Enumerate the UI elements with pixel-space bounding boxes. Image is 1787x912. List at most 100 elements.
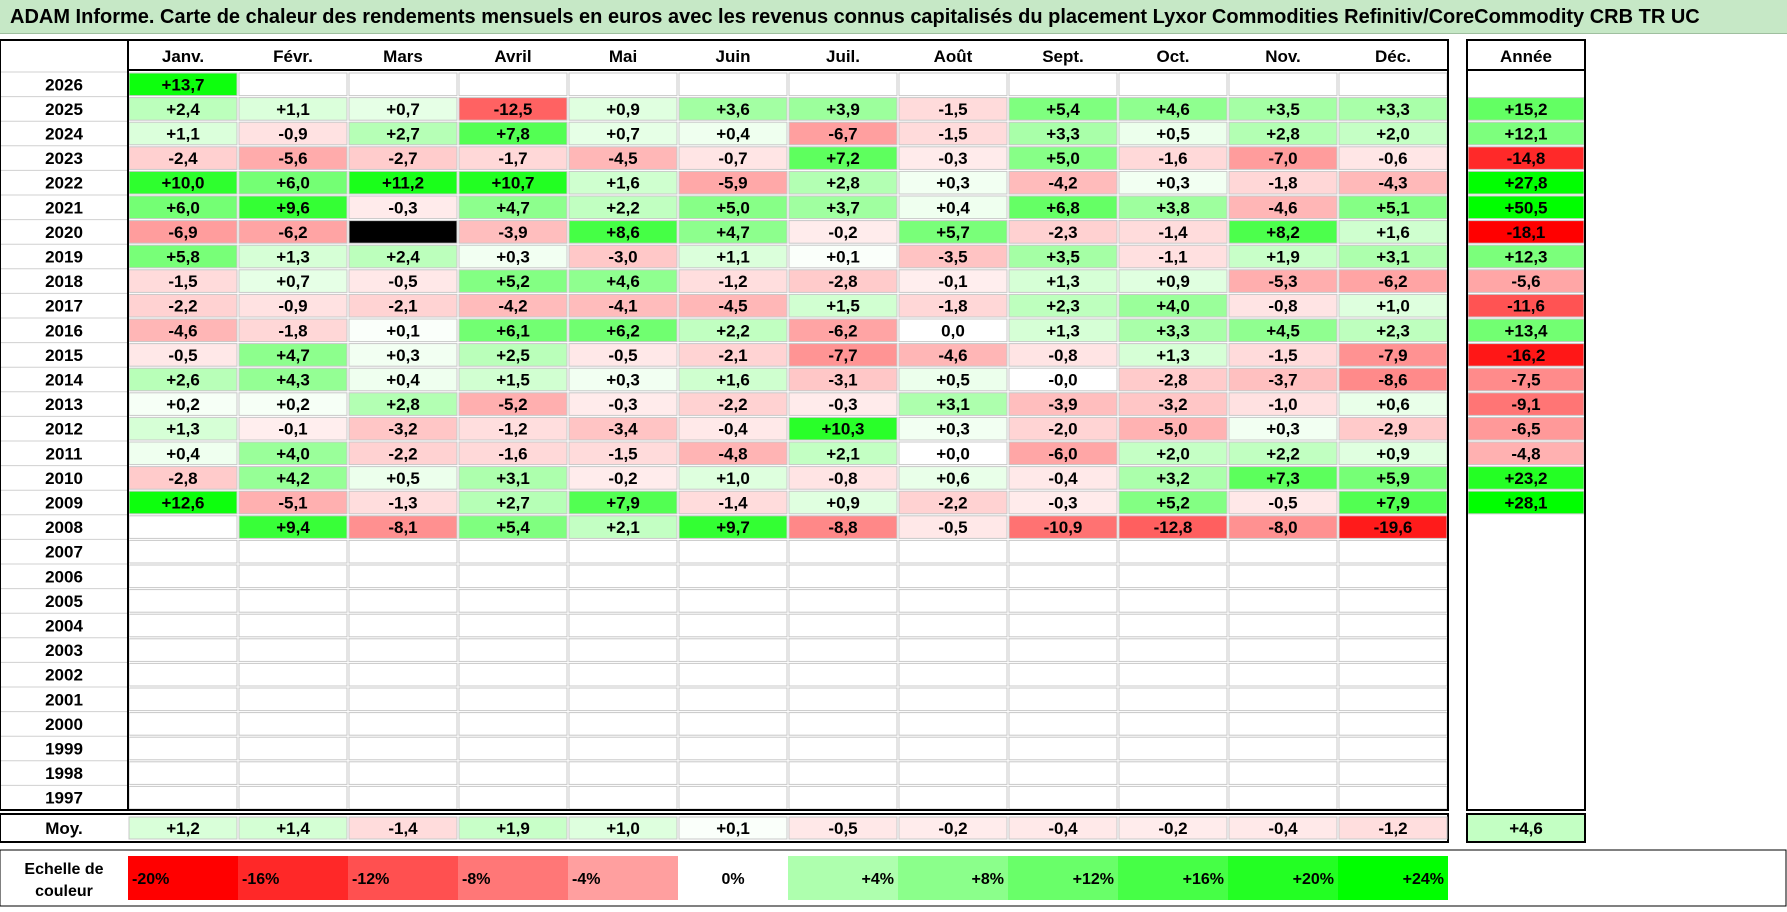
annual-value: -7,5 bbox=[1511, 371, 1540, 390]
cell-value: +9,4 bbox=[276, 518, 310, 537]
heatmap-cell bbox=[568, 392, 678, 416]
average-value: -0,5 bbox=[828, 819, 857, 838]
cell-value: -3,0 bbox=[608, 248, 637, 267]
cell-value: -1,5 bbox=[938, 100, 967, 119]
cell-value: +4,0 bbox=[276, 444, 310, 463]
heatmap-cell bbox=[1008, 638, 1118, 662]
heatmap-cell bbox=[898, 687, 1008, 712]
cell-value: +2,2 bbox=[716, 321, 750, 340]
heatmap-cell bbox=[458, 785, 568, 810]
cell-value: -4,5 bbox=[718, 297, 747, 316]
cell-value: -2,2 bbox=[168, 297, 197, 316]
heatmap-cell bbox=[898, 269, 1008, 293]
heatmap-cell bbox=[1118, 343, 1228, 367]
cell-value: -0,5 bbox=[608, 346, 637, 365]
cell-value: +4,5 bbox=[1266, 321, 1300, 340]
month-header: Sept. bbox=[1042, 47, 1084, 66]
heatmap-cell bbox=[128, 761, 238, 785]
annual-value: +50,5 bbox=[1504, 198, 1547, 217]
cell-value: -5,6 bbox=[278, 149, 307, 168]
grid-frame bbox=[0, 39, 1449, 811]
heatmap-cell bbox=[458, 97, 568, 121]
heatmap-cell bbox=[348, 589, 458, 613]
heatmap-cell bbox=[238, 170, 348, 195]
year-label: 2024 bbox=[45, 125, 83, 144]
cell-value: +0,5 bbox=[1156, 125, 1190, 144]
cell-value: -0,5 bbox=[938, 518, 967, 537]
heatmap-cell bbox=[568, 712, 678, 736]
heatmap-cell bbox=[568, 72, 678, 97]
heatmap-cell bbox=[788, 687, 898, 712]
cell-value: +8,6 bbox=[606, 223, 640, 242]
heatmap-cell bbox=[788, 318, 898, 343]
cell-value: +9,6 bbox=[276, 198, 310, 217]
year-label: 1997 bbox=[45, 789, 83, 808]
month-header: Juil. bbox=[826, 47, 860, 66]
heatmap-cell bbox=[1008, 367, 1118, 392]
year-label: 2015 bbox=[45, 346, 83, 365]
heatmap-cell bbox=[458, 613, 568, 638]
heatmap-cell bbox=[1118, 121, 1228, 146]
heatmap-cell bbox=[1118, 515, 1228, 539]
cell-value: +2,2 bbox=[1266, 444, 1300, 463]
cell-value: +3,3 bbox=[1376, 100, 1410, 119]
heatmap-cell bbox=[898, 761, 1008, 785]
heatmap-cell bbox=[1228, 416, 1338, 441]
cell-value: +10,3 bbox=[821, 420, 864, 439]
heatmap-cell bbox=[1228, 293, 1338, 318]
heatmap-cell bbox=[458, 269, 568, 293]
heatmap-cell bbox=[238, 343, 348, 367]
average-annual-value: +4,6 bbox=[1509, 819, 1543, 838]
heatmap-cell bbox=[128, 687, 238, 712]
cell-value: -0,4 bbox=[718, 420, 748, 439]
heatmap-cell bbox=[1118, 170, 1228, 195]
heatmap-cell bbox=[1008, 785, 1118, 810]
average-cell bbox=[238, 816, 348, 840]
heatmap-cell bbox=[128, 515, 238, 539]
cell-value: -1,6 bbox=[498, 444, 527, 463]
heatmap-cell bbox=[238, 293, 348, 318]
heatmap-cell bbox=[238, 244, 348, 269]
average-cell bbox=[1008, 816, 1118, 840]
cell-value: +10,7 bbox=[491, 174, 534, 193]
year-label: 2006 bbox=[45, 567, 83, 586]
heatmap-cell bbox=[458, 441, 568, 466]
heatmap-cell bbox=[898, 146, 1008, 170]
cell-value: +3,2 bbox=[1156, 469, 1190, 488]
heatmap-cell bbox=[1118, 392, 1228, 416]
heatmap-cell bbox=[898, 72, 1008, 97]
heatmap-cell bbox=[348, 170, 458, 195]
heatmap-cell bbox=[678, 146, 788, 170]
heatmap-cell bbox=[898, 662, 1008, 687]
heatmap-cell bbox=[898, 441, 1008, 466]
average-value: +0,1 bbox=[716, 819, 750, 838]
cell-value: +1,3 bbox=[1046, 321, 1080, 340]
heatmap-cell bbox=[238, 269, 348, 293]
cell-value: +5,0 bbox=[1046, 149, 1080, 168]
cell-value: +2,8 bbox=[1266, 125, 1300, 144]
average-cell bbox=[568, 816, 678, 840]
heatmap-cell bbox=[678, 687, 788, 712]
heatmap-cell bbox=[128, 638, 238, 662]
heatmap-cell bbox=[1228, 146, 1338, 170]
average-value: -0,4 bbox=[1268, 819, 1298, 838]
heatmap-cell bbox=[458, 293, 568, 318]
heatmap-cell bbox=[1008, 687, 1118, 712]
heatmap-cell bbox=[1338, 72, 1448, 97]
heatmap-cell bbox=[1338, 589, 1448, 613]
heatmap-cell bbox=[458, 220, 568, 244]
heatmap-cell bbox=[1008, 195, 1118, 220]
cell-value: +3,1 bbox=[936, 395, 970, 414]
heatmap-cell bbox=[458, 244, 568, 269]
heatmap-cell bbox=[1228, 687, 1338, 712]
cell-value: +4,7 bbox=[716, 223, 750, 242]
heatmap-cell bbox=[788, 589, 898, 613]
heatmap-cell bbox=[1118, 318, 1228, 343]
heatmap-cell bbox=[678, 589, 788, 613]
heatmap-cell bbox=[458, 367, 568, 392]
year-label: 2016 bbox=[45, 321, 83, 340]
heatmap-cell bbox=[1118, 220, 1228, 244]
cell-value: -2,7 bbox=[388, 149, 417, 168]
year-label: 2005 bbox=[45, 592, 83, 611]
heatmap-cell bbox=[458, 515, 568, 539]
